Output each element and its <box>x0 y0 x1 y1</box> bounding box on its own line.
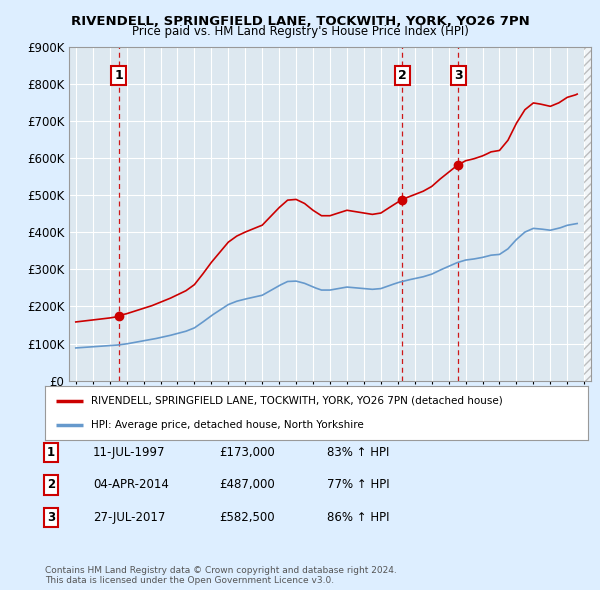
Text: £173,000: £173,000 <box>219 446 275 459</box>
Text: 3: 3 <box>454 69 463 82</box>
Text: Price paid vs. HM Land Registry's House Price Index (HPI): Price paid vs. HM Land Registry's House … <box>131 25 469 38</box>
Text: 1: 1 <box>47 446 55 459</box>
Text: Contains HM Land Registry data © Crown copyright and database right 2024.
This d: Contains HM Land Registry data © Crown c… <box>45 566 397 585</box>
Text: RIVENDELL, SPRINGFIELD LANE, TOCKWITH, YORK, YO26 7PN: RIVENDELL, SPRINGFIELD LANE, TOCKWITH, Y… <box>71 15 529 28</box>
Text: 83% ↑ HPI: 83% ↑ HPI <box>327 446 389 459</box>
Text: 1: 1 <box>114 69 123 82</box>
Text: 2: 2 <box>398 69 406 82</box>
Bar <box>584 47 593 381</box>
Text: 2: 2 <box>47 478 55 491</box>
Text: 27-JUL-2017: 27-JUL-2017 <box>93 511 166 524</box>
Text: 86% ↑ HPI: 86% ↑ HPI <box>327 511 389 524</box>
Text: 3: 3 <box>47 511 55 524</box>
Text: £487,000: £487,000 <box>219 478 275 491</box>
Text: 04-APR-2014: 04-APR-2014 <box>93 478 169 491</box>
Text: RIVENDELL, SPRINGFIELD LANE, TOCKWITH, YORK, YO26 7PN (detached house): RIVENDELL, SPRINGFIELD LANE, TOCKWITH, Y… <box>91 396 503 406</box>
Text: 77% ↑ HPI: 77% ↑ HPI <box>327 478 389 491</box>
Text: HPI: Average price, detached house, North Yorkshire: HPI: Average price, detached house, Nort… <box>91 420 364 430</box>
Text: £582,500: £582,500 <box>219 511 275 524</box>
Text: 11-JUL-1997: 11-JUL-1997 <box>93 446 166 459</box>
